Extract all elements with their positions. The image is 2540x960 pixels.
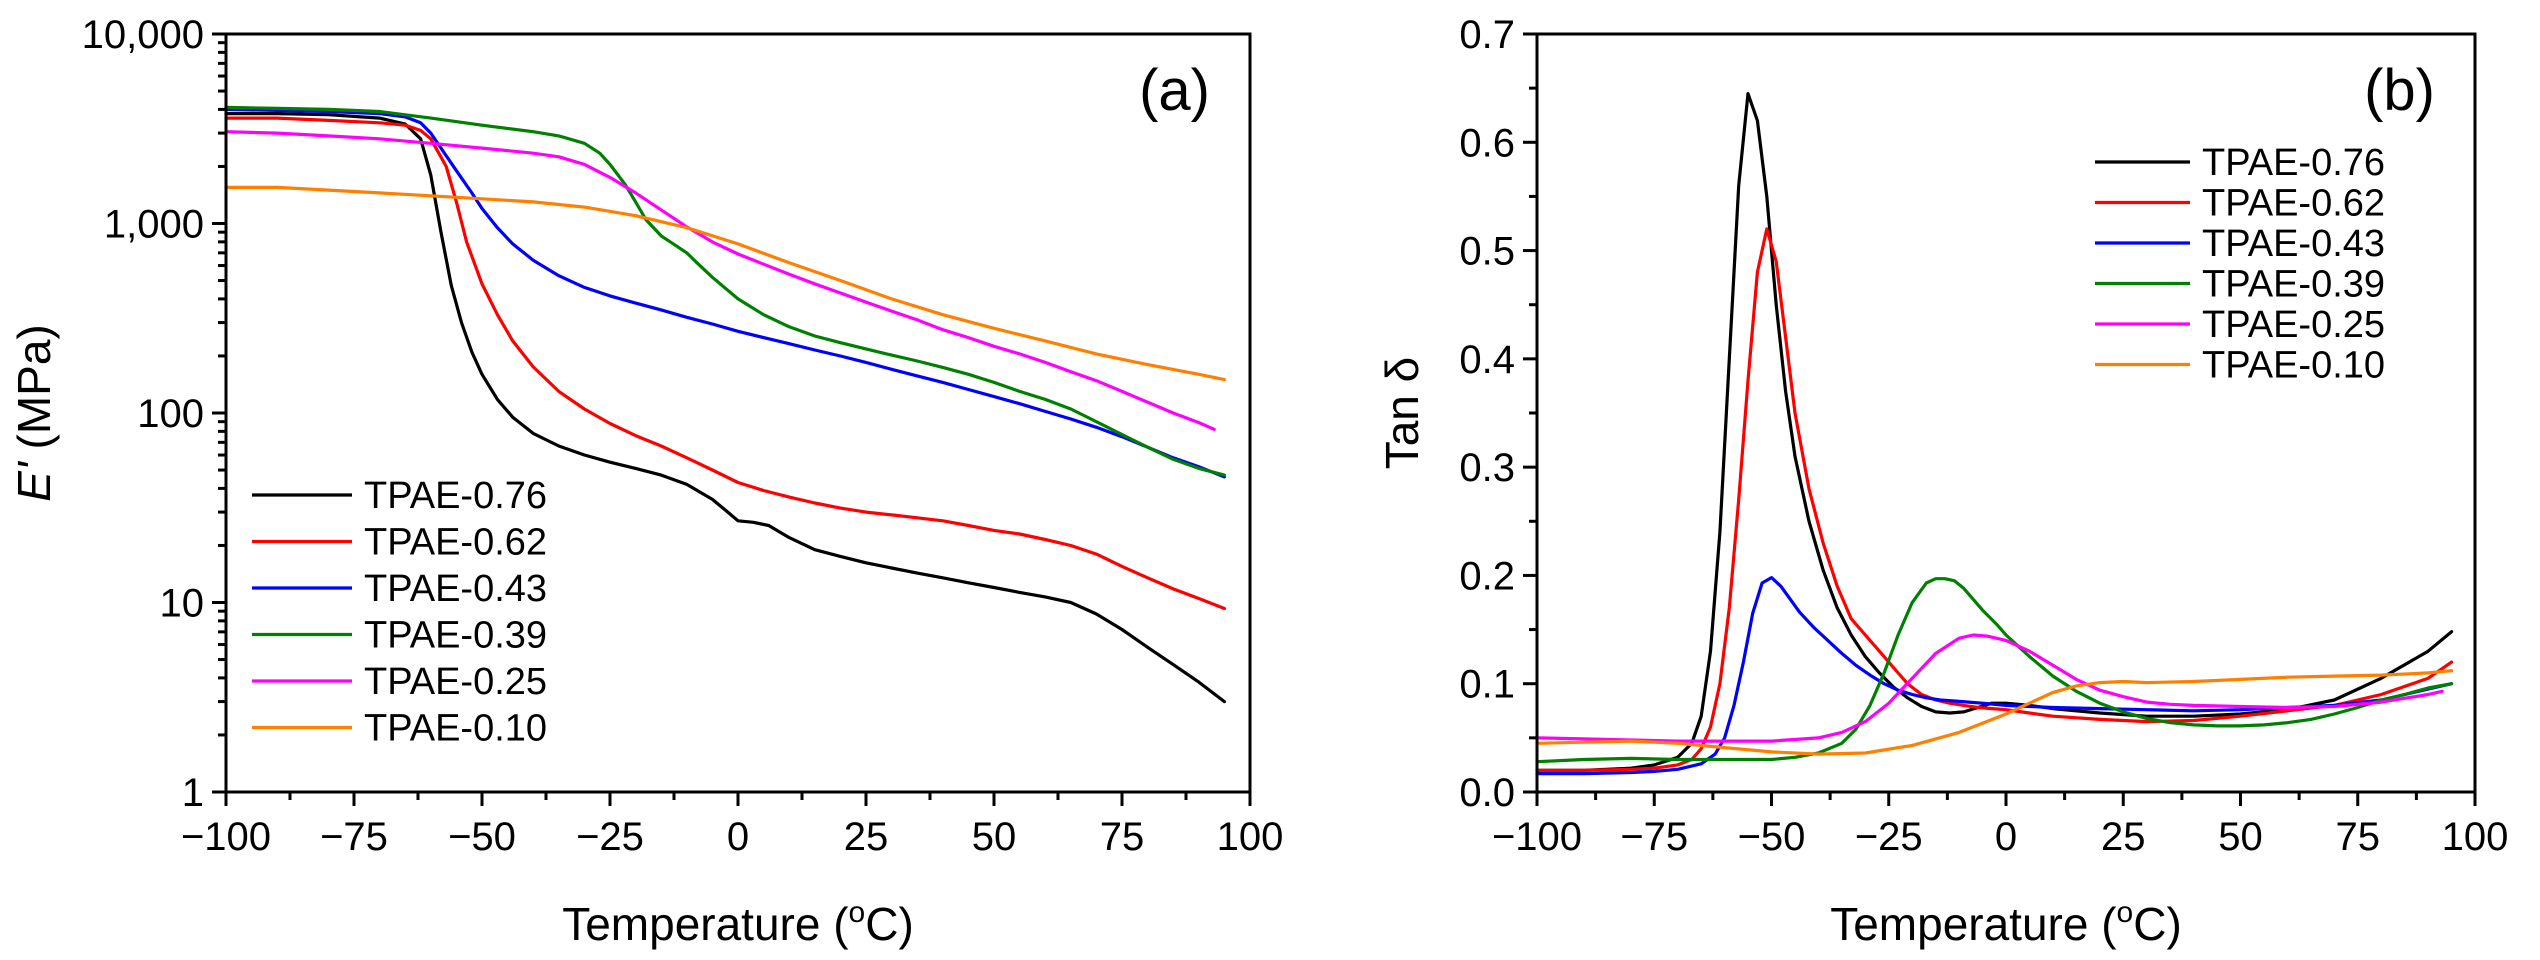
panel-a-label: (a)	[1139, 58, 1210, 123]
panel-a-series-tpae-0-39	[224, 105, 1227, 477]
panel-b-series-tpae-0-39	[1535, 577, 2454, 764]
panel-a-x-tick-label: 100	[1217, 815, 1284, 859]
panel-a-chart: −100 −75 −50 −25 0 25 50 75 100 1 10 100 1,000 10,000…	[8, 13, 1283, 950]
panel-b-y-axis-label: Tan δ	[1376, 357, 1428, 470]
panel-b-y-tick-label: 0.5	[1459, 230, 1515, 274]
panel-a-x-axis-label: Temperature (oC)	[562, 896, 914, 950]
panel-b-x-tick-label: −100	[1492, 815, 1582, 859]
panel-a-series-tpae-0-62	[224, 116, 1227, 611]
panel-a-x-tick-label: 0	[727, 815, 749, 859]
panel-b-x-tick-label: 25	[2101, 815, 2146, 859]
panel-b-series-tpae-0-76	[1535, 91, 2454, 772]
panel-a-series-tpae-0-76	[224, 111, 1227, 704]
panel-a-y-axis-label-symbol: E'	[8, 460, 60, 502]
panel-a-y-tick-label: 10,000	[82, 13, 204, 57]
panel-b-legend-label-tpae-0-25: TPAE-0.25	[2202, 304, 2385, 346]
panel-a-legend-label-tpae-0-10: TPAE-0.10	[364, 708, 547, 750]
panel-b-x-axis-label: Temperature (oC)	[1830, 896, 2182, 950]
panel-b-legend-label-tpae-0-76: TPAE-0.76	[2202, 142, 2385, 184]
panel-a-series-tpae-0-43	[224, 107, 1227, 479]
panel-b-label: (b)	[2364, 58, 2435, 123]
panel-b-y-tick-label: 0.0	[1459, 771, 1515, 815]
panel-b-series-tpae-0-25	[1535, 633, 2444, 743]
panel-b-x-tick-label: 75	[2336, 815, 2381, 859]
panel-a-series-group	[224, 105, 1227, 704]
panel-a-y-tick-label: 100	[137, 392, 204, 436]
panel-a-x-tick-label: 25	[844, 815, 889, 859]
panel-b-x-tick-label: −50	[1738, 815, 1806, 859]
panel-b-y-tick-label: 0.1	[1459, 663, 1515, 707]
panel-a-x-tick-label: −100	[181, 815, 271, 859]
panel-a-x-tick-label: −25	[576, 815, 644, 859]
panel-b-ticks: −100 −75 −50 −25 0 25 50 75 100 0.0 0.1 0.2 0.3 0.4 0.…	[1459, 13, 2508, 859]
panel-b-chart: −100 −75 −50 −25 0 25 50 75 100 0.0 0.1 0.2 0.3 0.4 0.…	[1376, 13, 2508, 950]
panel-b-legend: TPAE-0.76TPAE-0.62TPAE-0.43TPAE-0.39TPAE…	[2095, 142, 2385, 387]
panel-b-legend-label-tpae-0-39: TPAE-0.39	[2202, 264, 2385, 306]
panel-b-series-group	[1535, 91, 2454, 776]
panel-b-x-tick-label: 100	[2442, 815, 2509, 859]
panel-b-x-tick-label: 0	[1995, 815, 2017, 859]
panel-a-legend-label-tpae-0-43: TPAE-0.43	[364, 568, 547, 610]
panel-b-x-tick-label: −25	[1855, 815, 1923, 859]
panel-a-ticks: −100 −75 −50 −25 0 25 50 75 100 1 10 100 1,000 10,000	[82, 13, 1284, 859]
panel-a-legend-label-tpae-0-39: TPAE-0.39	[364, 615, 547, 657]
panel-b-y-tick-label: 0.3	[1459, 446, 1515, 490]
panel-b-y-tick-label: 0.6	[1459, 121, 1515, 165]
panel-a-x-tick-label: 50	[972, 815, 1017, 859]
panel-a-y-axis-label: E' (MPa)	[8, 324, 60, 501]
panel-a-legend-label-tpae-0-25: TPAE-0.25	[364, 661, 547, 703]
panel-a-x-tick-label: 75	[1100, 815, 1145, 859]
panel-b-y-tick-label: 0.7	[1459, 13, 1515, 57]
svg-text:E' (MPa): E' (MPa)	[8, 324, 60, 501]
panel-a-y-tick-label: 10	[160, 582, 205, 626]
panel-a-x-tick-label: −50	[448, 815, 516, 859]
panel-b-legend-label-tpae-0-10: TPAE-0.10	[2202, 345, 2385, 387]
panel-b-y-tick-label: 0.4	[1459, 338, 1515, 382]
panel-a-y-axis-label-unit: (MPa)	[8, 324, 60, 462]
panel-a-series-tpae-0-10	[224, 185, 1227, 382]
panel-b-series-tpae-0-62	[1535, 227, 2454, 772]
panel-b-series-tpae-0-10	[1535, 669, 2454, 756]
panel-a-y-tick-label: 1	[182, 771, 204, 815]
panel-b-x-tick-label: 50	[2218, 815, 2263, 859]
panel-a-series-tpae-0-25	[224, 130, 1216, 431]
panel-a-legend-label-tpae-0-62: TPAE-0.62	[364, 522, 547, 564]
panel-b-y-tick-label: 0.2	[1459, 554, 1515, 598]
panel-a-legend-label-tpae-0-76: TPAE-0.76	[364, 475, 547, 517]
panel-a-legend: TPAE-0.76TPAE-0.62TPAE-0.43TPAE-0.39TPAE…	[252, 475, 547, 750]
panel-b-legend-label-tpae-0-43: TPAE-0.43	[2202, 223, 2385, 265]
panel-b-x-tick-label: −75	[1620, 815, 1688, 859]
panel-a-x-tick-label: −75	[320, 815, 388, 859]
panel-b-legend-label-tpae-0-62: TPAE-0.62	[2202, 183, 2385, 225]
panel-a-y-tick-label: 1,000	[104, 203, 204, 247]
